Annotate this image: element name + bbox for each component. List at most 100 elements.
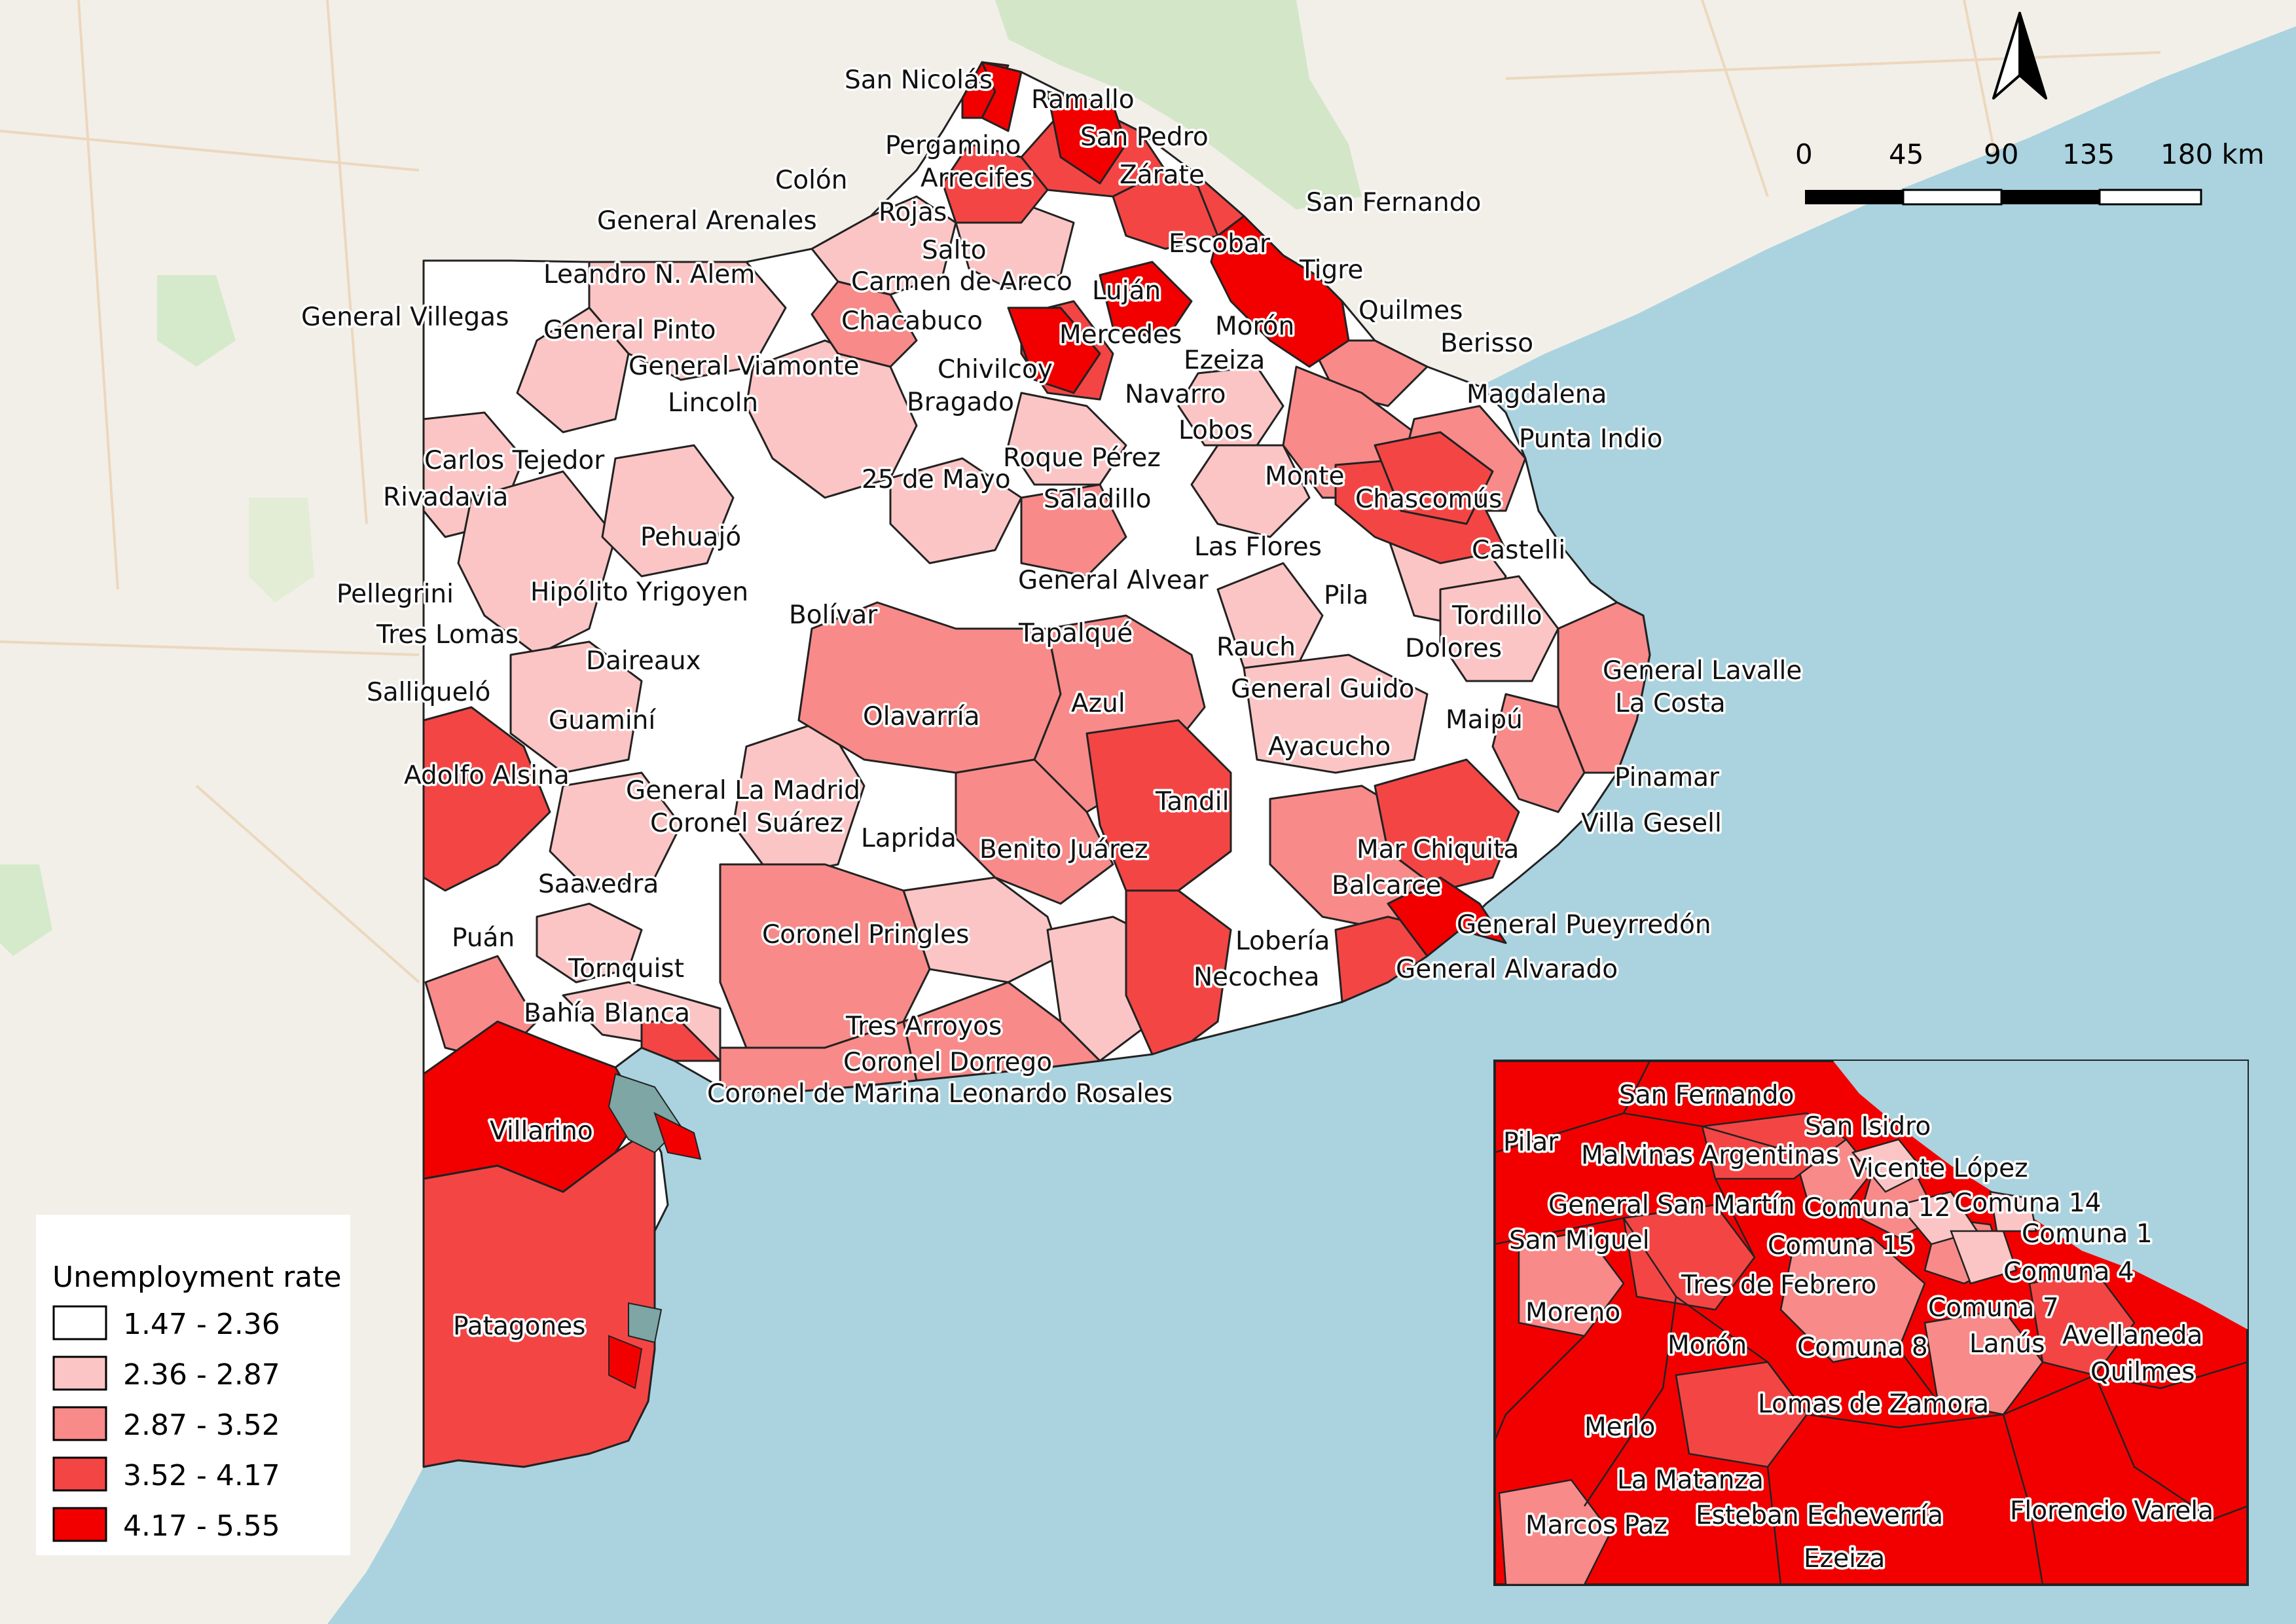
label-zarate: Zárate [1120,160,1205,190]
label-quilmes: Quilmes [1358,296,1463,325]
inset-label-tres-de-febrero: Tres de Febrero [1681,1270,1876,1300]
inset-label-san-fernando: San Fernando [1619,1080,1794,1110]
label-general-arenales: General Arenales [597,206,817,236]
label-salliquelo: Salliqueló [367,678,490,707]
legend-label-2: 2.87 - 3.52 [123,1409,280,1442]
legend-swatch-2 [52,1406,107,1441]
inset-label-comuna-4: Comuna 4 [2003,1257,2134,1287]
scale-tick-45: 45 [1889,138,1923,170]
label-25-de-mayo: 25 de Mayo [862,465,1011,494]
label-general-la-madrid: General La Madrid [626,776,860,805]
label-monte: Monte [1265,462,1345,491]
label-loberia: Lobería [1235,927,1330,956]
label-roque-perez: Roque Pérez [1003,443,1161,473]
inset-label-quilmes: Quilmes [2090,1357,2195,1387]
label-pila: Pila [1324,581,1368,610]
inset-label-avellaneda: Avellaneda [2062,1321,2202,1350]
label-maipu: Maipú [1446,705,1523,735]
label-colon: Colón [775,166,848,195]
label-general-pueyrredon: General Pueyrredón [1457,910,1711,940]
label-hipolito-yrigoyen: Hipólito Yrigoyen [530,578,748,607]
legend-swatch-4 [52,1507,107,1542]
label-san-pedro: San Pedro [1080,122,1209,152]
scale-bar: 0 45 90 135 180 km [1795,138,2265,206]
inset-label-esteban-echeverria: Esteban Echeverría [1696,1501,1943,1530]
label-coronel-dorrego: Coronel Dorrego [843,1048,1052,1077]
inset-labels: San Fernando San Isidro Pilar Malvinas A… [1501,1079,2216,1576]
label-laprida: Laprida [861,824,957,853]
label-tres-lomas: Tres Lomas [376,620,519,650]
legend-swatch-0 [52,1305,107,1340]
label-la-costa: La Costa [1615,689,1726,718]
scale-tick-90: 90 [1984,138,2018,170]
label-san-nicolas: San Nicolás [845,65,993,95]
label-adolfo-alsina: Adolfo Alsina [404,761,570,790]
label-general-guido: General Guido [1231,674,1414,704]
label-pellegrini: Pellegrini [337,580,454,609]
label-general-viamonte: General Viamonte [629,352,860,381]
inset-label-vicente-lopez: Vicente López [1850,1154,2028,1183]
label-berisso: Berisso [1440,329,1533,358]
label-castelli: Castelli [1472,536,1565,565]
inset-label-merlo: Merlo [1584,1412,1655,1442]
label-chacabuco: Chacabuco [841,306,983,336]
inset-label-comuna-8: Comuna 8 [1797,1333,1928,1362]
label-tornquist: Tornquist [568,954,684,984]
label-arrecifes: Arrecifes [920,164,1033,193]
inset-label-la-matanza: La Matanza [1617,1466,1764,1495]
label-salto: Salto [922,236,987,265]
label-ezeiza: Ezeiza [1184,346,1265,375]
label-navarro: Navarro [1125,380,1226,409]
label-chascomus: Chascomús [1355,485,1503,514]
north-arrow-icon [1992,12,2047,100]
label-tordillo: Tordillo [1451,601,1542,631]
inset-label-pilar: Pilar [1503,1128,1559,1157]
label-escobar: Escobar [1169,229,1271,259]
label-tres-arroyos: Tres Arroyos [845,1012,1002,1041]
label-puan: Puán [452,923,515,953]
label-olavarria: Olavarría [863,702,980,731]
label-dolores: Dolores [1405,634,1502,663]
label-carlos-tejedor: Carlos Tejedor [424,446,605,475]
inset-label-san-isidro: San Isidro [1805,1112,1931,1141]
label-coronel-rosales: Coronel de Marina Leonardo Rosales [707,1079,1173,1109]
label-ayacucho: Ayacucho [1268,732,1391,762]
legend: Unemployment rate 1.47 - 2.36 2.36 - 2.87… [36,1215,350,1555]
legend-label-0: 1.47 - 2.36 [123,1308,280,1341]
label-coronel-suarez: Coronel Suárez [650,809,843,838]
legend-label-3: 3.52 - 4.17 [123,1459,280,1492]
label-daireaux: Daireaux [586,646,701,676]
legend-swatch-1 [52,1356,107,1391]
label-magdalena: Magdalena [1467,380,1607,409]
coastal-islands [608,1073,702,1390]
label-lincoln: Lincoln [668,388,758,418]
inset-label-lomas-de-zamora: Lomas de Zamora [1758,1390,1989,1419]
label-necochea: Necochea [1194,963,1320,992]
inset-label-moreno: Moreno [1525,1298,1620,1327]
label-carmen-de-areco: Carmen de Areco [851,267,1072,297]
inset-label-comuna-7: Comuna 7 [1928,1293,2059,1323]
inset-label-moron: Morón [1667,1331,1747,1360]
legend-label-4: 4.17 - 5.55 [123,1509,280,1543]
label-rivadavia: Rivadavia [383,483,508,512]
legend-title: Unemployment rate [52,1261,342,1294]
label-general-alvear: General Alvear [1018,566,1209,595]
inset-label-san-miguel: San Miguel [1509,1226,1650,1255]
inset-label-florencio-varela: Florencio Varela [2010,1496,2214,1526]
legend-swatch-3 [52,1456,107,1492]
districts [422,61,1651,1468]
label-tandil: Tandil [1155,787,1229,817]
scale-tick-0: 0 [1795,138,1813,170]
label-punta-indio: Punta Indio [1519,424,1663,454]
label-mercedes: Mercedes [1059,320,1182,350]
inset-label-comuna-1: Comuna 1 [2022,1219,2153,1249]
label-saavedra: Saavedra [538,870,659,899]
label-moron: Morón [1215,312,1294,341]
label-pergamino: Pergamino [885,131,1021,160]
inset-label-ezeiza: Ezeiza [1804,1544,1885,1574]
label-pinamar: Pinamar [1614,763,1720,792]
label-bahia-blanca: Bahía Blanca [524,999,690,1028]
district-labels: San Nicolás Ramallo San Pedro Pergamino … [299,64,1804,1344]
inset-label-lanus: Lanús [1969,1329,2045,1359]
inset-label-comuna-15: Comuna 15 [1768,1231,1914,1261]
